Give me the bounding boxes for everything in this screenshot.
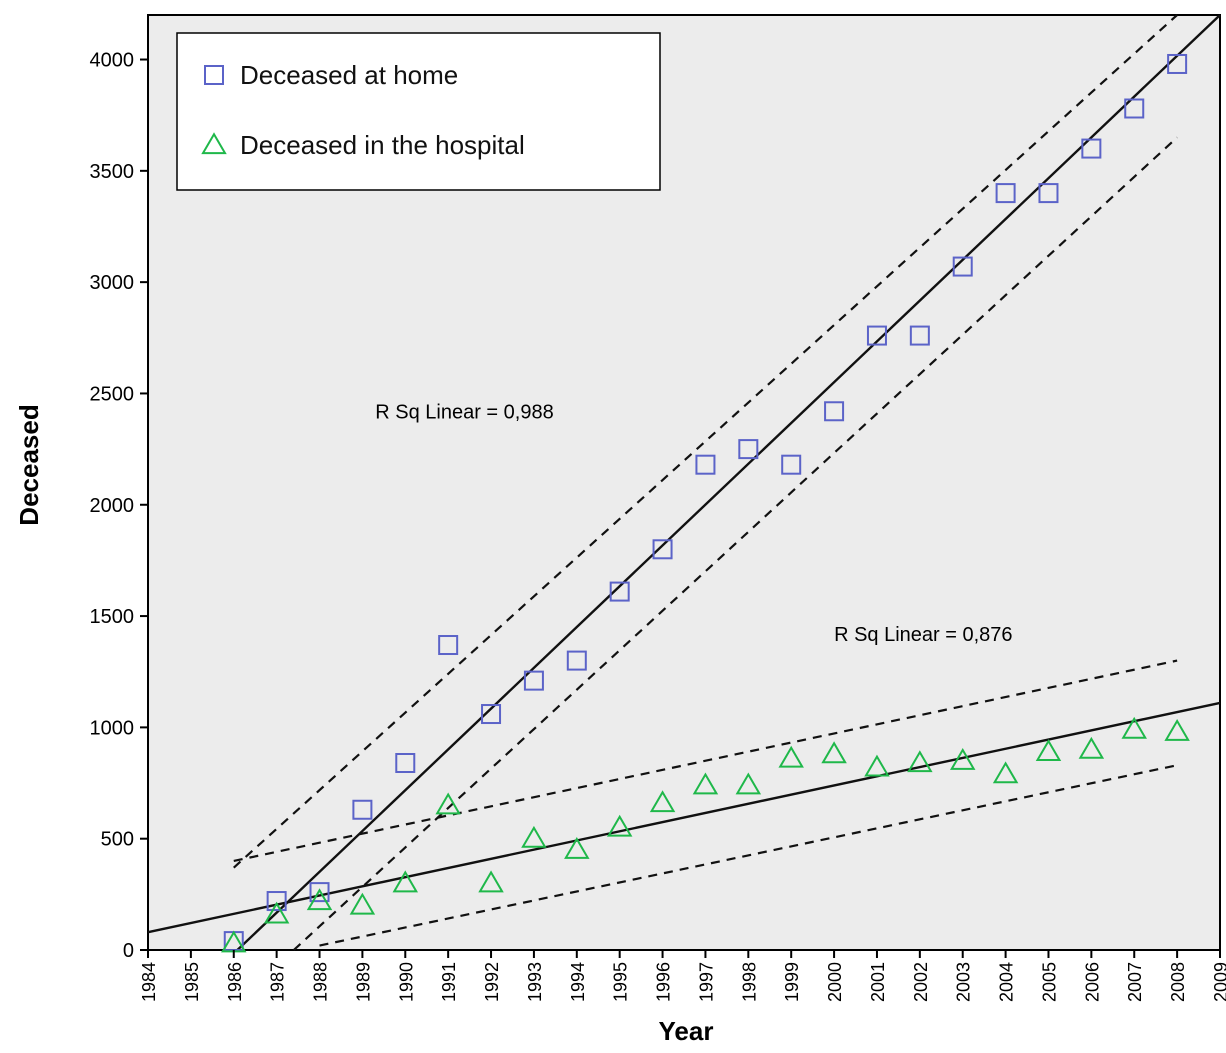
legend-label: Deceased in the hospital	[240, 130, 525, 160]
x-tick-label: 1984	[139, 962, 159, 1002]
x-tick-label: 2006	[1082, 962, 1102, 1002]
y-tick-label: 4000	[90, 50, 135, 72]
x-tick-label: 2000	[825, 962, 845, 1002]
legend-label: Deceased at home	[240, 60, 458, 90]
x-tick-label: 1998	[739, 962, 759, 1002]
x-tick-label: 1994	[568, 962, 588, 1002]
x-tick-label: 1992	[482, 962, 502, 1002]
r-squared-label: R Sq Linear = 0,988	[375, 401, 553, 423]
x-tick-label: 1996	[654, 962, 674, 1002]
y-tick-label: 2000	[90, 495, 135, 517]
x-tick-label: 2008	[1168, 962, 1188, 1002]
x-tick-label: 1989	[353, 962, 373, 1002]
x-tick-label: 1990	[396, 962, 416, 1002]
x-tick-label: 1993	[525, 962, 545, 1002]
y-tick-label: 3500	[90, 161, 135, 183]
y-tick-label: 1000	[90, 717, 135, 739]
x-tick-label: 2003	[954, 962, 974, 1002]
legend-box	[177, 33, 660, 190]
y-tick-label: 500	[101, 829, 134, 851]
x-tick-label: 1987	[268, 962, 288, 1002]
x-tick-label: 1997	[696, 962, 716, 1002]
x-tick-label: 1988	[311, 962, 331, 1002]
x-tick-label: 1986	[225, 962, 245, 1002]
x-tick-label: 1995	[611, 962, 631, 1002]
x-axis-title: Year	[659, 1016, 714, 1046]
r-squared-label: R Sq Linear = 0,876	[834, 624, 1012, 646]
x-tick-label: 1991	[439, 962, 459, 1002]
x-tick-label: 1985	[182, 962, 202, 1002]
x-tick-label: 1999	[782, 962, 802, 1002]
y-axis-title: Deceased	[14, 404, 44, 525]
legend: Deceased at home Deceased in the hospital	[177, 33, 660, 190]
x-tick-label: 2009	[1211, 962, 1226, 1002]
y-tick-label: 3000	[90, 272, 135, 294]
x-tick-label: 2002	[911, 962, 931, 1002]
y-tick-label: 0	[123, 940, 134, 962]
x-tick-label: 2007	[1125, 962, 1145, 1002]
x-tick-label: 2001	[868, 962, 888, 1002]
x-tick-label: 2005	[1039, 962, 1059, 1002]
y-tick-label: 1500	[90, 606, 135, 628]
x-tick-label: 2004	[997, 962, 1017, 1002]
y-tick-label: 2500	[90, 383, 135, 405]
